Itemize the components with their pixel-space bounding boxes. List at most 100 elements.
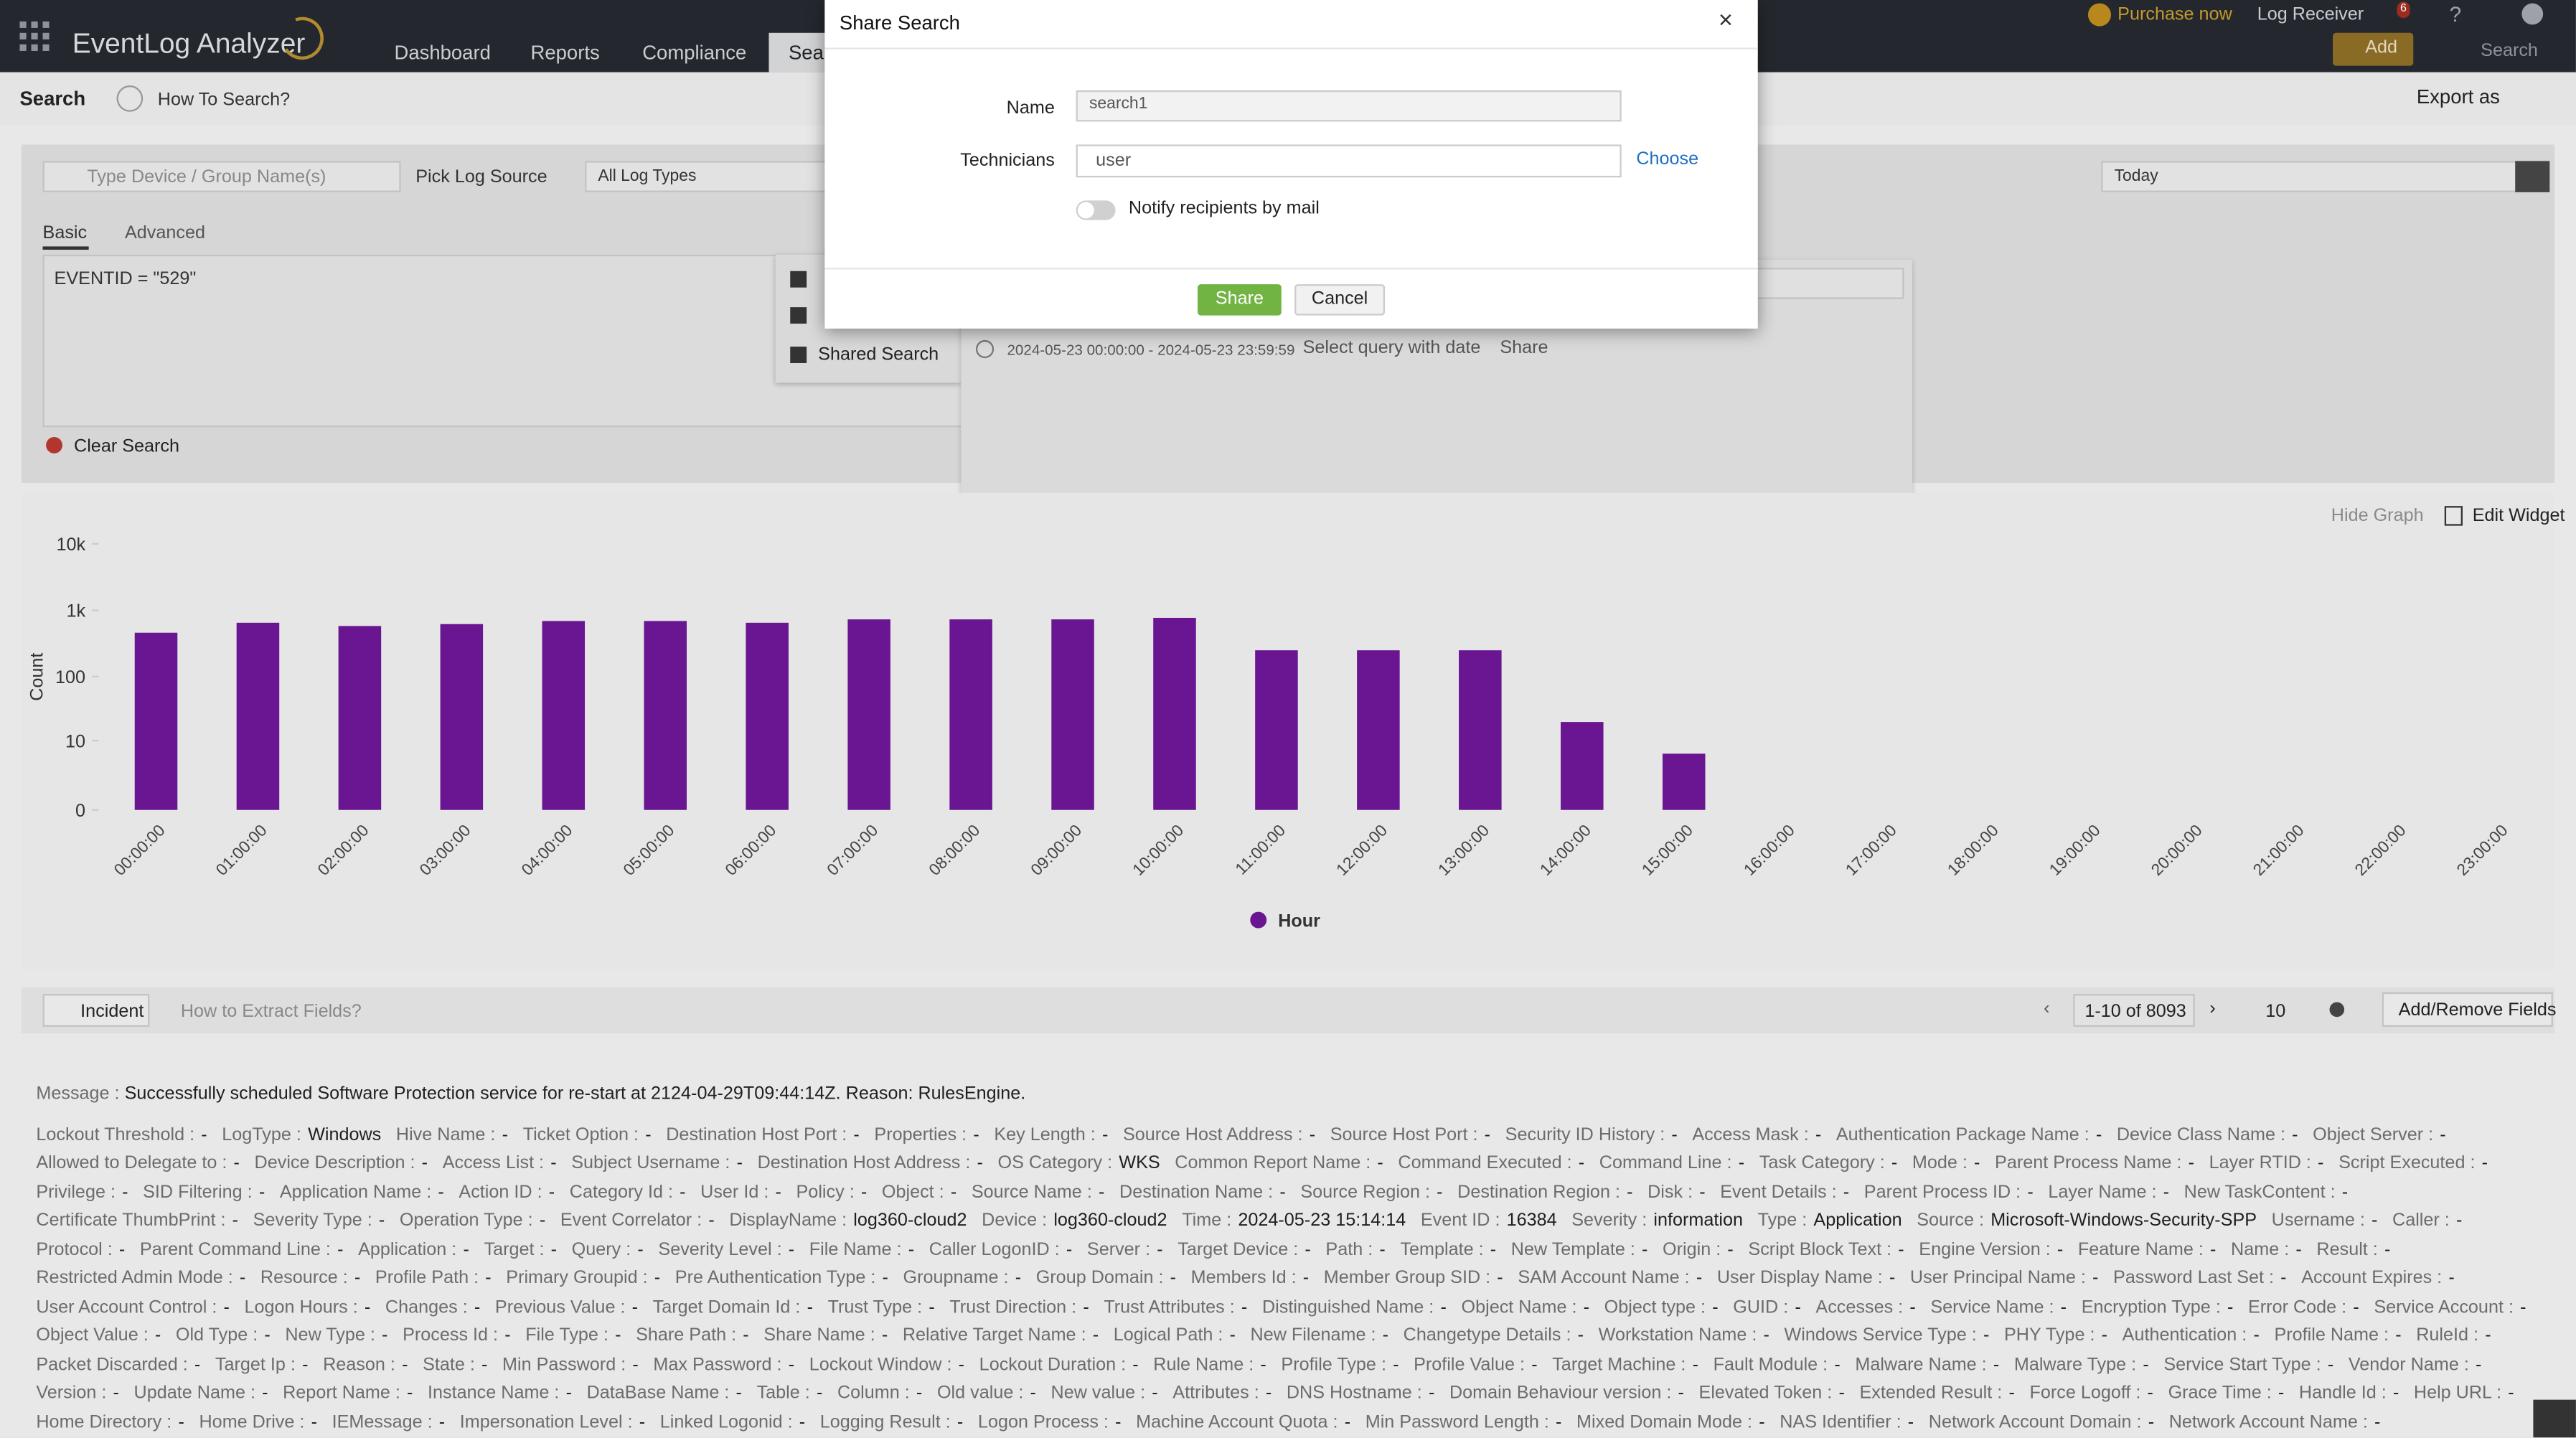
filter-input[interactable]	[1741, 268, 1904, 299]
share-link[interactable]: Share	[1500, 338, 1548, 359]
nav-item[interactable]: Dashboard	[394, 41, 491, 65]
dialog-close[interactable]: ×	[1718, 6, 1733, 35]
field-value: -	[1379, 1239, 1386, 1259]
field-value: -	[908, 1239, 915, 1259]
nav-item[interactable]: Compliance	[642, 41, 747, 65]
name-input[interactable]	[1076, 90, 1622, 122]
export-menu[interactable]: Export as	[2416, 85, 2500, 109]
field-value: -	[2292, 1124, 2298, 1145]
global-search[interactable]: Search	[2481, 41, 2538, 61]
hide-graph[interactable]: Hide Graph	[2331, 506, 2424, 526]
y-tick-label: 100	[55, 667, 85, 687]
field-value: -	[550, 1239, 558, 1259]
field-value: -	[1241, 1297, 1248, 1317]
purchase-link[interactable]: Purchase now	[2117, 4, 2232, 25]
tab[interactable]: Advanced	[125, 223, 206, 243]
x-tick-label: 22:00:00	[2351, 821, 2409, 879]
field-value: -	[421, 1153, 428, 1173]
field-name: Password Last Set :	[2113, 1268, 2275, 1288]
field-name: Table :	[756, 1383, 810, 1404]
period-input[interactable]	[2101, 161, 2550, 192]
field-value: -	[1152, 1383, 1158, 1404]
how-to-link[interactable]: How To Search?	[157, 90, 291, 111]
field-name: Fault Module :	[1713, 1354, 1828, 1375]
log-source-select[interactable]	[585, 161, 832, 192]
field-name: Type :	[1757, 1211, 1808, 1231]
field-value: -	[860, 1182, 868, 1202]
field-row: Lockout Threshold : - LogType : Windows Hive…	[36, 1122, 2549, 1150]
field-name: DNS Hostname :	[1286, 1383, 1422, 1404]
field-value: -	[378, 1211, 385, 1231]
add-label: Add	[2365, 37, 2398, 58]
field-name: Trust Attributes :	[1104, 1297, 1235, 1317]
log-receiver[interactable]: Log Receiver	[2257, 4, 2364, 25]
next-page[interactable]: ›	[2209, 999, 2216, 1019]
bar	[746, 622, 789, 810]
field-value: -	[2227, 1297, 2234, 1317]
choose-link[interactable]: Choose	[1636, 149, 1699, 169]
field-name: Time :	[1182, 1211, 1232, 1231]
field-name: Attributes :	[1172, 1383, 1259, 1404]
device-input[interactable]	[42, 161, 401, 192]
bar	[1051, 619, 1094, 810]
add-remove-button[interactable]	[2382, 992, 2553, 1027]
cancel-button[interactable]: Cancel	[1294, 284, 1386, 316]
field-name: Profile Path :	[375, 1268, 479, 1288]
chat-button[interactable]	[2533, 1399, 2576, 1438]
field-name: Caller :	[2392, 1211, 2450, 1231]
notify-toggle[interactable]	[1076, 200, 1116, 220]
help-icon[interactable]: ?	[2449, 1, 2462, 27]
field-value: -	[481, 1354, 488, 1375]
tab[interactable]: Basic	[42, 223, 88, 243]
field-value: -	[2210, 1239, 2217, 1259]
menu-item[interactable]: Shared Search	[818, 344, 939, 365]
field-row: Object Value : - Old Type : - New Type : - Pro…	[36, 1322, 2549, 1351]
nav-item[interactable]: Reports	[530, 41, 600, 65]
clear-search[interactable]: Clear Search	[74, 437, 180, 457]
field-name: Trust Type :	[827, 1297, 923, 1317]
name-value: search1	[1089, 95, 1148, 113]
field-value: -	[1974, 1153, 1980, 1173]
sort-icon[interactable]	[2329, 1002, 2345, 1018]
nav-active-tab[interactable]	[768, 32, 835, 72]
field-name: Application :	[358, 1239, 457, 1259]
technicians-input[interactable]	[1076, 144, 1622, 178]
menu-icon	[790, 271, 807, 288]
field-value: -	[201, 1124, 207, 1145]
field-name: Column :	[837, 1383, 910, 1404]
play-icon[interactable]	[116, 85, 144, 112]
field-name: Extended Result :	[1859, 1383, 2003, 1404]
field-name: Destination Name :	[1119, 1182, 1274, 1202]
x-tick-label: 00:00:00	[110, 821, 168, 879]
x-tick-label: 03:00:00	[415, 821, 474, 879]
incident-tab[interactable]	[42, 994, 150, 1027]
field-name: Network Account Name :	[2168, 1411, 2368, 1432]
add-button[interactable]: Add	[2333, 32, 2414, 66]
field-value: -	[882, 1268, 888, 1288]
field-value: -	[539, 1211, 546, 1231]
apps-icon[interactable]	[19, 21, 50, 51]
field-row: Certificate ThumbPrint : - Severity Type :…	[36, 1208, 2549, 1236]
field-name: Device :	[982, 1211, 1048, 1231]
extract-fields[interactable]: How to Extract Fields?	[180, 1002, 362, 1023]
field-value: -	[2341, 1182, 2349, 1202]
field-name: Mode :	[1912, 1153, 1968, 1173]
page-size[interactable]: 10	[2265, 1002, 2286, 1023]
calendar-button[interactable]	[2515, 161, 2550, 192]
notification-badge[interactable]: 6	[2397, 1, 2410, 19]
nav-item[interactable]: Sear	[788, 41, 831, 65]
field-name: Origin :	[1663, 1239, 1721, 1259]
y-tick-label: 0	[75, 801, 85, 821]
field-name: Severity :	[1571, 1211, 1647, 1231]
prev-page[interactable]: ‹	[2044, 999, 2050, 1019]
user-icon[interactable]	[2521, 3, 2544, 25]
field-name: Process Id :	[403, 1325, 499, 1346]
share-button[interactable]: Share	[1198, 284, 1282, 316]
field-name: Authentication :	[2122, 1325, 2247, 1346]
edit-icon	[2444, 506, 2463, 526]
edit-widget[interactable]: Edit Widget	[2472, 506, 2565, 526]
field-value: -	[1556, 1411, 1562, 1432]
select-query[interactable]: Select query with date	[1302, 338, 1481, 359]
field-value: -	[973, 1124, 979, 1145]
field-name: Target Domain Id :	[652, 1297, 801, 1317]
